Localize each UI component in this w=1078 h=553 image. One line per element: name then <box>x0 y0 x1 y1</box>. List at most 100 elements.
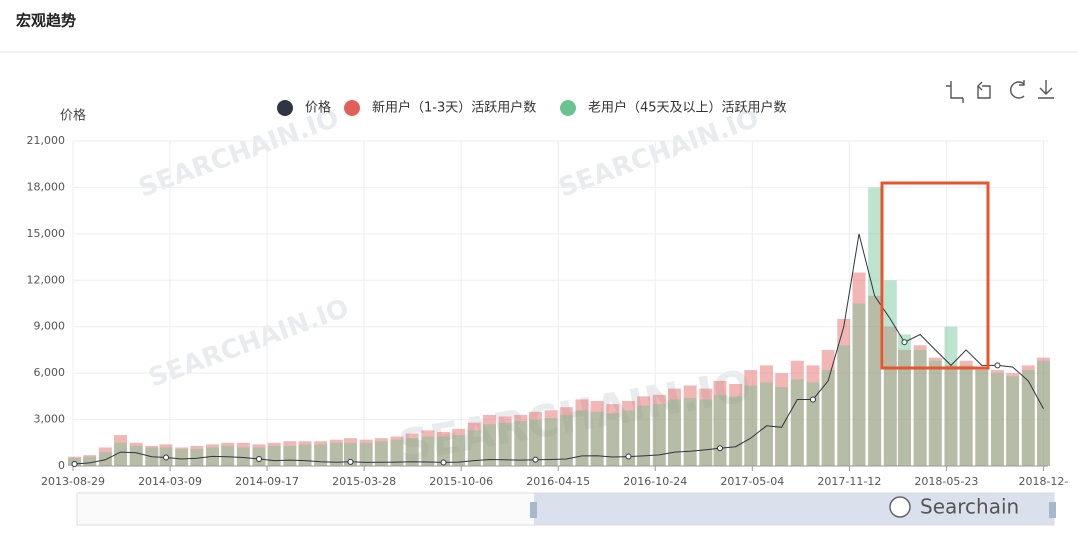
bar <box>236 442 250 466</box>
bar <box>821 349 835 466</box>
bar <box>699 399 713 466</box>
bar <box>421 430 435 466</box>
bar <box>314 444 328 466</box>
bar <box>267 445 281 466</box>
bar <box>668 399 681 466</box>
bar <box>98 447 112 466</box>
bar <box>421 436 435 466</box>
bar <box>329 442 343 466</box>
bar <box>175 447 189 466</box>
bar <box>699 388 713 466</box>
bar <box>329 439 343 466</box>
bar <box>713 380 727 466</box>
chart-title: 宏观趋势 <box>16 12 76 30</box>
x-tick-label: 2016-04-15 <box>526 475 590 488</box>
bar <box>1021 370 1035 466</box>
bar <box>606 413 620 466</box>
bar <box>1006 376 1020 466</box>
x-tick-label: 2015-10-06 <box>429 475 493 488</box>
bar <box>374 441 388 466</box>
zoom-handle[interactable] <box>530 502 537 518</box>
bar <box>483 424 496 466</box>
bar <box>298 441 312 466</box>
bar <box>190 448 204 466</box>
y-tick-label: 21,000 <box>27 134 66 147</box>
bar <box>868 187 882 466</box>
download-icon[interactable] <box>1038 80 1054 99</box>
bar <box>514 421 528 466</box>
zoom-icon[interactable] <box>946 81 964 103</box>
price-marker <box>347 458 354 465</box>
bar <box>390 436 404 466</box>
bar <box>452 435 466 466</box>
bar <box>944 326 958 466</box>
restore-icon[interactable] <box>977 81 991 99</box>
bar <box>175 448 189 466</box>
bar <box>190 445 204 466</box>
bar <box>883 280 897 466</box>
bar <box>575 399 589 466</box>
highlight-box <box>880 181 990 370</box>
price-marker <box>71 460 78 467</box>
bar <box>1006 373 1020 466</box>
bar <box>622 410 635 466</box>
x-tick-label: 2018-05-23 <box>914 475 978 488</box>
bar <box>544 410 558 466</box>
price-marker <box>256 456 263 463</box>
bar <box>652 404 666 466</box>
bar <box>959 360 973 466</box>
price-marker <box>901 339 908 346</box>
refresh-icon[interactable] <box>1010 80 1025 99</box>
legend-label: 新用户（1-3天）活跃用户数 <box>372 100 536 116</box>
price-marker <box>440 459 447 466</box>
y-tick-label: 6,000 <box>34 366 66 379</box>
bar <box>729 383 743 466</box>
x-tick-label: 2013-08-29 <box>41 475 105 488</box>
bar <box>637 396 651 466</box>
y-axis-label: 价格 <box>60 108 86 124</box>
bar <box>590 411 604 466</box>
y-tick-label: 0 <box>58 459 65 472</box>
bar <box>98 452 112 466</box>
x-tick-label: 2018-12- <box>1018 475 1068 488</box>
bar <box>1036 360 1050 466</box>
legend-marker <box>277 100 293 116</box>
bar <box>652 394 666 466</box>
x-tick-label: 2017-11-12 <box>817 475 881 488</box>
y-tick-label: 12,000 <box>27 273 66 286</box>
bar <box>359 439 373 466</box>
price-marker <box>163 454 170 461</box>
bar <box>775 373 789 466</box>
bar <box>759 382 773 466</box>
bar <box>806 382 820 466</box>
x-tick-label: 2014-03-09 <box>138 475 202 488</box>
bar <box>529 419 542 466</box>
bar <box>990 373 1004 466</box>
bar <box>405 438 419 466</box>
bar <box>544 418 558 466</box>
zoom-selection[interactable] <box>534 493 1054 525</box>
bar <box>206 444 219 466</box>
bar <box>606 404 620 466</box>
bar <box>729 396 743 466</box>
bar <box>637 405 651 466</box>
bar <box>221 445 235 466</box>
bar <box>344 442 357 466</box>
legend-marker <box>560 100 576 116</box>
bar <box>145 445 159 466</box>
x-tick-label: 2016-10-24 <box>623 475 687 488</box>
bar <box>913 345 927 466</box>
bar <box>837 345 851 466</box>
legend-label: 价格 <box>305 100 331 116</box>
price-marker <box>532 456 539 463</box>
bar <box>374 438 388 466</box>
y-tick-label: 9,000 <box>34 320 66 333</box>
bar <box>437 436 450 466</box>
bar <box>928 360 942 466</box>
x-tick-label: 2017-05-04 <box>720 475 784 488</box>
zoom-handle[interactable] <box>1049 502 1056 518</box>
bar <box>359 442 373 466</box>
bar <box>114 442 127 466</box>
x-tick-label: 2015-03-28 <box>332 475 396 488</box>
